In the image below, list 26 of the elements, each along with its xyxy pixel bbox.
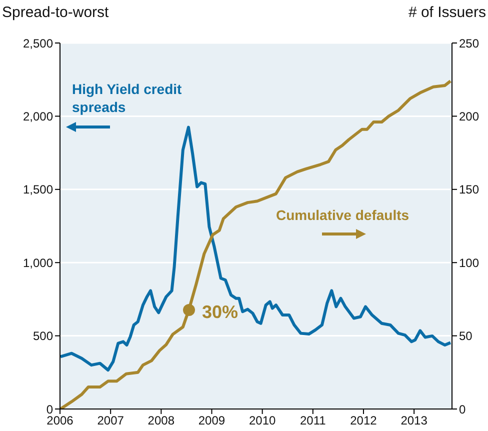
x-tick-label: 2009 <box>198 414 226 428</box>
y2-tick-label: 200 <box>459 109 480 124</box>
x-tick-label: 2008 <box>148 414 175 428</box>
series-label: High Yield credit spreads <box>72 80 183 116</box>
y2-tick-label: 100 <box>459 256 480 270</box>
x-tick-label: 2007 <box>97 414 124 428</box>
series-label: Cumulative defaults <box>276 206 410 224</box>
x-tick-label: 2013 <box>400 414 428 428</box>
x-tick-label: 2010 <box>248 414 276 428</box>
y-tick-label: 500 <box>32 329 54 344</box>
y-tick-label: 2,000 <box>22 109 54 124</box>
y-tick-label: 1,500 <box>22 182 54 197</box>
x-tick-label: 2011 <box>300 414 326 428</box>
y-tick-label: 1,000 <box>22 256 54 270</box>
y-axis-title: Spread-to-worst <box>2 4 109 21</box>
y-tick-label: 0 <box>46 402 54 416</box>
x-tick-label: 2006 <box>46 414 74 428</box>
y-tick-label: 2,500 <box>22 36 54 50</box>
annotation: 30% <box>202 302 238 322</box>
y2-tick-label: 0 <box>459 402 466 416</box>
x-tick-label: 2012 <box>350 414 378 428</box>
y2-tick-label: 250 <box>459 36 480 50</box>
y2-tick-label: 50 <box>459 329 473 344</box>
line-series <box>60 126 452 372</box>
y2-tick-label: 150 <box>459 182 480 197</box>
y2-axis-title: # of Issuers <box>408 4 486 21</box>
